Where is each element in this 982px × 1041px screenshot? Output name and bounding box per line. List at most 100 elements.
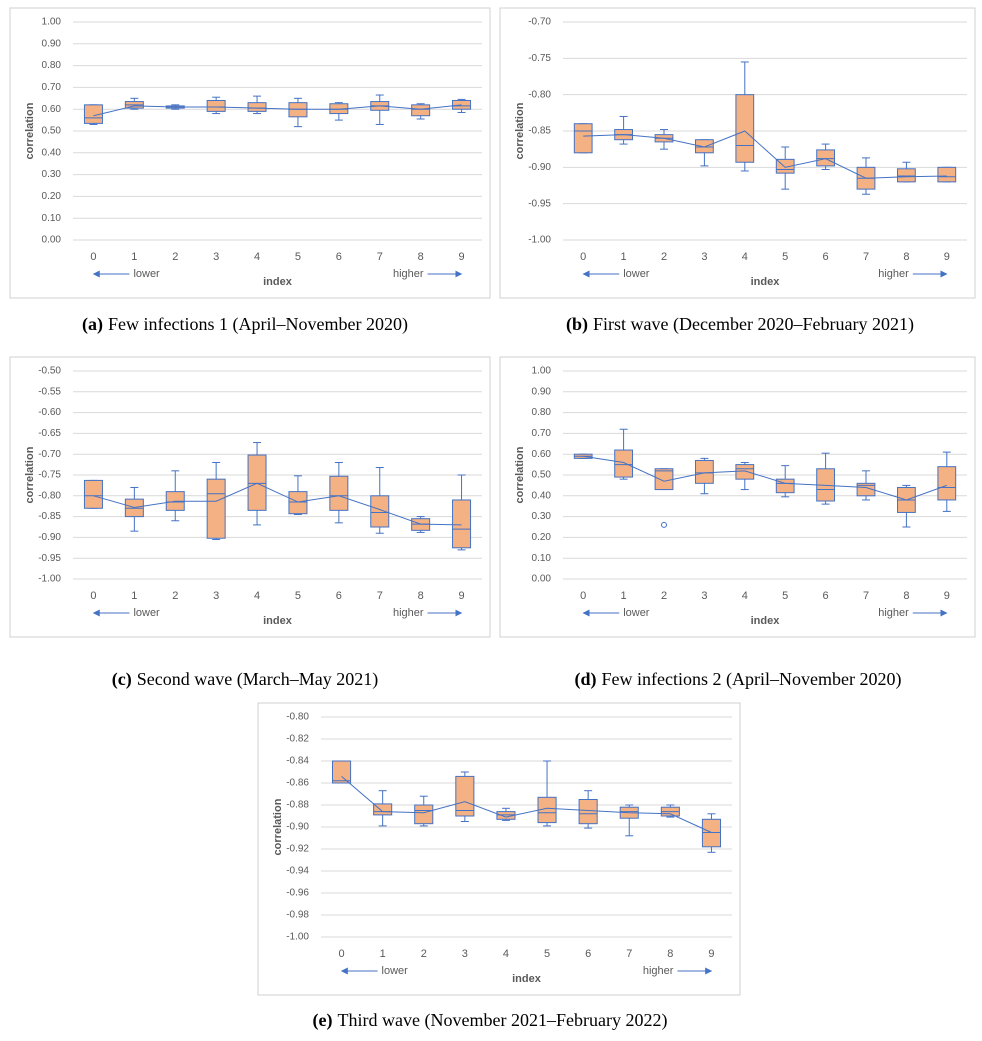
caption-label: (d) [575,669,597,690]
y-tick-label: -0.55 [38,386,61,397]
x-axis-title: index [263,276,293,288]
y-tick-label: 0.00 [42,235,62,246]
y-tick-label: 0.80 [42,60,62,71]
x-tick-label: 8 [418,251,424,263]
x-tick-label: 0 [580,590,586,602]
x-tick-label: 0 [90,251,96,263]
chart-panel: 0.00 0.10 0.20 0.30 0.40 0.50 0.60 0.70 0.80 0.90… [9,7,491,299]
y-axis-title: correlation [514,102,526,159]
x-axis-title: index [751,615,781,627]
x-tick-label: 3 [701,590,707,602]
box [206,99,226,112]
x-tick-label: 9 [708,948,714,960]
right-note: higher [393,268,424,280]
x-tick-label: 0 [580,251,586,263]
x-tick-label: 5 [782,590,788,602]
x-tick-label: 7 [377,251,383,263]
y-tick-label: -0.80 [286,712,309,723]
box [578,799,598,825]
y-tick-label: 0.70 [42,82,62,93]
caption-label: (b) [566,314,588,335]
x-tick-label: 8 [667,948,673,960]
y-tick-label: -0.50 [38,366,61,377]
chart-panel: -1.00 -0.98 -0.96 -0.94 -0.92 -0.90 -0.88 -0.86… [257,702,741,996]
y-tick-label: -0.80 [38,490,61,501]
box [856,482,876,497]
box [83,479,103,509]
caption: (b) First wave (December 2020–February 20… [566,314,914,335]
x-tick-label: 2 [421,948,427,960]
x-tick-label: 9 [944,251,950,263]
x-tick-label: 0 [90,590,96,602]
x-tick-label: 2 [661,251,667,263]
caption-text: Few infections 2 (April–November 2020) [602,669,902,690]
x-tick-label: 2 [661,590,667,602]
x-tick-label: 1 [131,251,137,263]
y-tick-label: -0.92 [286,844,309,855]
x-tick-label: 7 [626,948,632,960]
right-note: higher [878,268,909,280]
x-tick-label: 9 [944,590,950,602]
x-tick-label: 5 [782,251,788,263]
x-tick-label: 4 [742,251,748,263]
box [83,104,103,124]
x-tick-label: 6 [823,251,829,263]
box [247,454,267,511]
box [288,102,308,118]
left-note: lower [133,268,160,280]
x-tick-label: 8 [903,590,909,602]
caption-text: Third wave (November 2021–February 2022) [338,1010,668,1031]
box [695,139,714,154]
x-tick-label: 6 [336,590,342,602]
y-tick-label: -0.86 [286,778,309,789]
y-tick-label: -0.98 [286,910,309,921]
x-tick-label: 1 [380,948,386,960]
y-tick-label: 0.50 [42,126,62,137]
caption-label: (e) [313,1010,333,1031]
caption-label: (a) [82,314,103,335]
x-tick-label: 5 [295,590,301,602]
x-tick-label: 1 [131,590,137,602]
box [370,495,390,528]
y-tick-label: -1.00 [38,574,61,585]
y-tick-label: -0.90 [528,162,551,173]
right-note: higher [878,607,909,619]
x-tick-label: 1 [621,251,627,263]
box [206,478,226,539]
caption-text: First wave (December 2020–February 2021) [593,314,914,335]
x-tick-label: 9 [458,590,464,602]
y-tick-label: 0.50 [532,470,552,481]
y-tick-label: -0.85 [528,126,551,137]
y-tick-label: 0.00 [532,574,552,585]
box [614,449,633,478]
y-tick-label: -0.94 [286,866,309,877]
box [695,459,714,484]
y-tick-label: 0.20 [42,191,62,202]
right-note: higher [643,965,674,977]
y-tick-label: 0.30 [532,511,552,522]
box [332,760,352,784]
box [937,166,957,183]
y-tick-label: 0.40 [42,147,62,158]
mean-line [583,455,947,501]
x-tick-label: 9 [458,251,464,263]
box [452,499,472,549]
caption-label: (c) [112,669,132,690]
mean-line [93,482,462,526]
caption: (a) Few infections 1 (April–November 2020… [82,314,408,335]
x-tick-label: 3 [213,590,219,602]
y-tick-label: -0.75 [528,53,551,64]
y-tick-label: -0.85 [38,511,61,522]
box [411,104,431,117]
box [897,168,916,183]
caption: (d) Few infections 2 (April–November 2020… [575,669,902,690]
chart-panel: 0.00 0.10 0.20 0.30 0.40 0.50 0.60 0.70 0.80 0.90… [499,356,976,638]
y-tick-label: 1.00 [42,17,62,28]
y-tick-label: -1.00 [286,932,309,943]
y-tick-label: -0.70 [528,17,551,28]
x-tick-label: 4 [254,251,260,263]
right-note: higher [393,607,424,619]
box [735,464,755,480]
